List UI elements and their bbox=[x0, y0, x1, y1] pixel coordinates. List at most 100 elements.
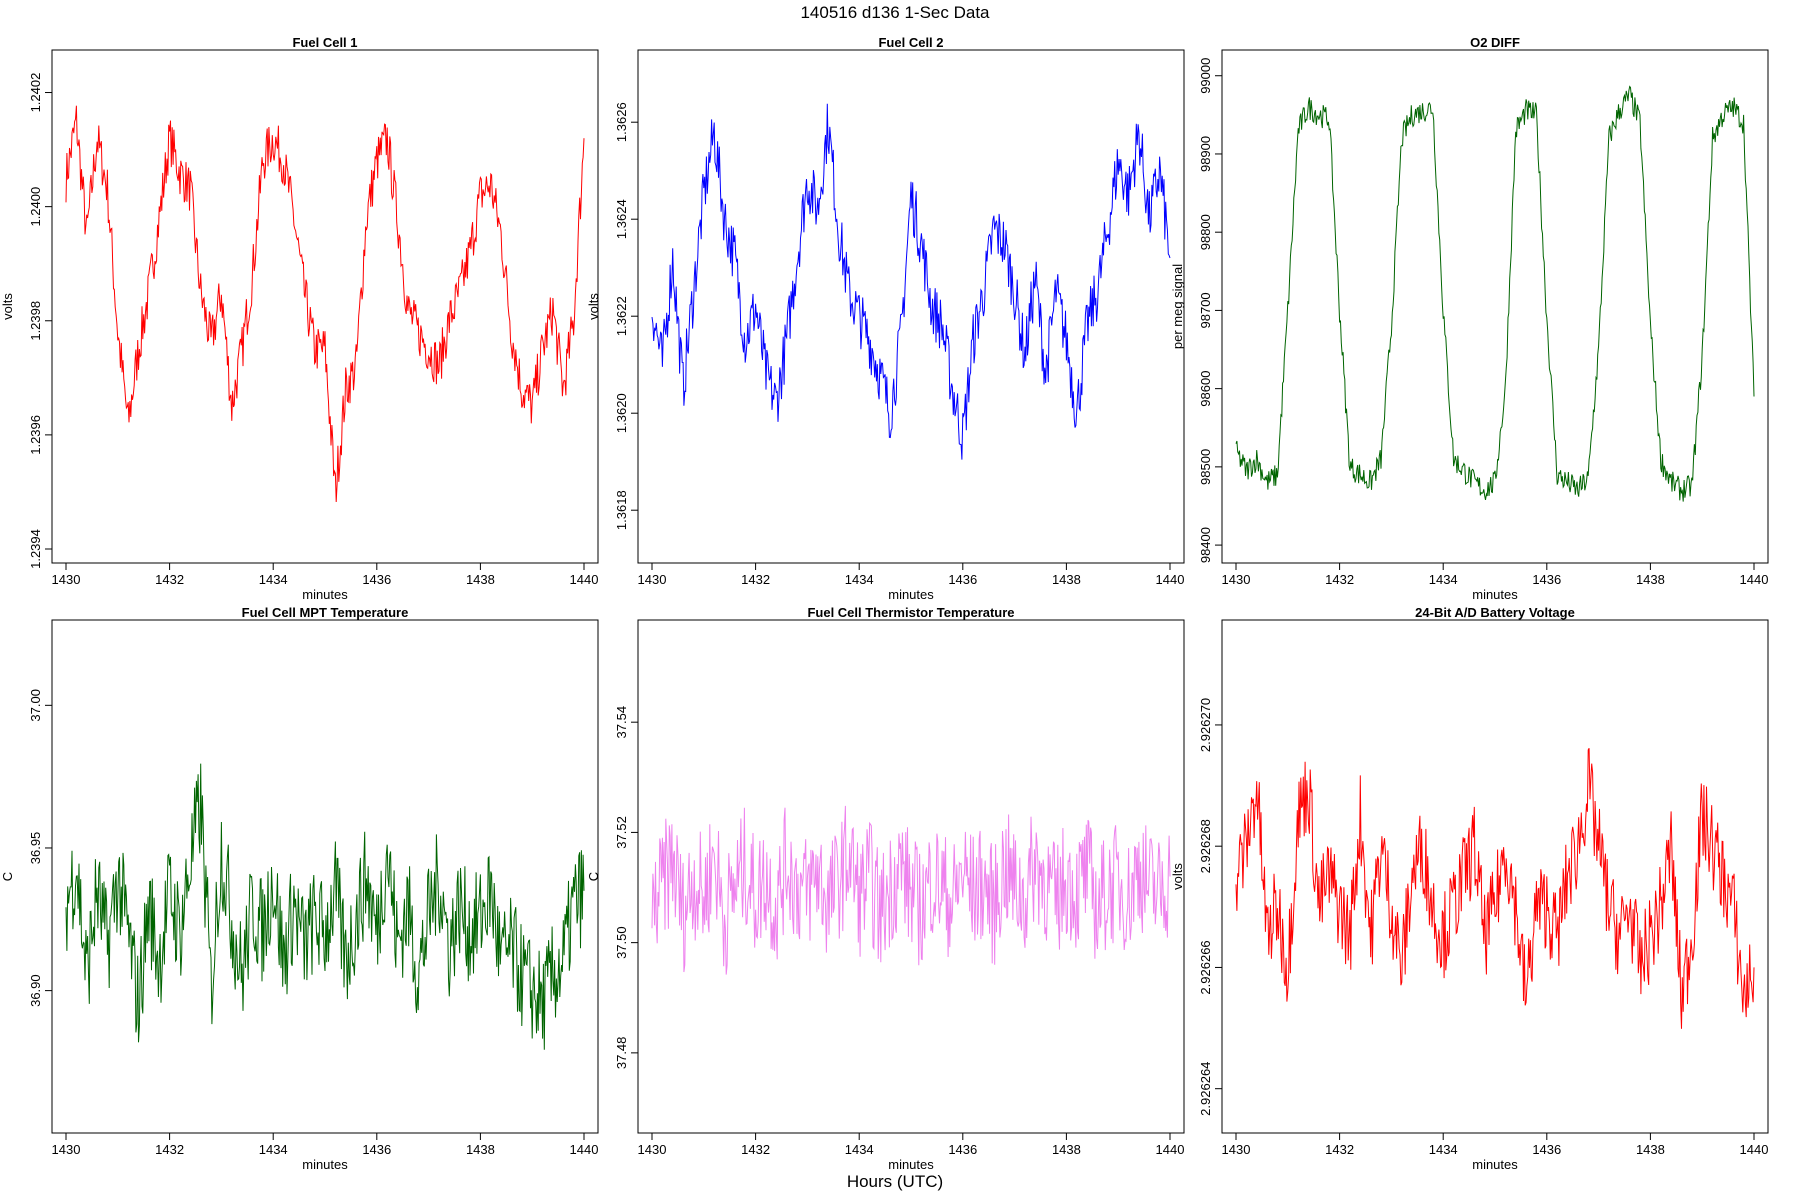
x-tick-label: 1438 bbox=[1052, 572, 1081, 587]
y-axis-label: C bbox=[586, 872, 601, 881]
x-tick-label: 1436 bbox=[1532, 572, 1561, 587]
y-tick-label: 98700 bbox=[1198, 292, 1213, 328]
x-tick-label: 1434 bbox=[259, 572, 288, 587]
x-tick-label: 1440 bbox=[1740, 1142, 1769, 1157]
x-tick-label: 1434 bbox=[1429, 1142, 1458, 1157]
y-tick-label: 36.90 bbox=[28, 974, 43, 1007]
plot-frame bbox=[1221, 619, 1769, 1134]
x-tick-label: 1434 bbox=[845, 572, 874, 587]
y-tick-label: 1.3624 bbox=[614, 199, 629, 239]
x-tick-label: 1432 bbox=[155, 1142, 184, 1157]
x-tick-label: 1432 bbox=[741, 1142, 770, 1157]
y-tick-label: 1.3618 bbox=[614, 490, 629, 530]
series-line bbox=[651, 103, 1171, 460]
y-tick-label: 1.2396 bbox=[28, 415, 43, 455]
plot-frame bbox=[51, 49, 599, 564]
series-line bbox=[65, 105, 585, 503]
x-axis-label: minutes bbox=[302, 587, 348, 602]
x-tick-label: 1436 bbox=[948, 1142, 977, 1157]
panels: Fuel Cell 1 minutes volts 1430 1432 1434 1436 1… bbox=[0, 35, 1769, 1172]
chart-title: Fuel Cell 2 bbox=[878, 35, 943, 50]
y-axis-label: per meg signal bbox=[1170, 264, 1185, 349]
y-tick-label: 1.3620 bbox=[614, 393, 629, 433]
y-tick-label: 2.926268 bbox=[1198, 819, 1213, 873]
chart-panel-3: O2 DIFF minutes per meg signal 1430 1432 1434… bbox=[1170, 35, 1769, 602]
series-line bbox=[1235, 85, 1755, 502]
y-tick-label: 99000 bbox=[1198, 58, 1213, 94]
x-tick-label: 1432 bbox=[1325, 572, 1354, 587]
x-tick-label: 1440 bbox=[1740, 572, 1769, 587]
chart-panel-4: Fuel Cell MPT Temperature minutes C 1430 143… bbox=[0, 605, 599, 1172]
y-tick-label: 98600 bbox=[1198, 371, 1213, 407]
y-tick-label: 1.2400 bbox=[28, 187, 43, 227]
x-tick-label: 1430 bbox=[1222, 572, 1251, 587]
y-axis-label: volts bbox=[0, 293, 15, 320]
y-tick-label: 1.3626 bbox=[614, 102, 629, 142]
x-tick-label: 1430 bbox=[638, 1142, 667, 1157]
x-tick-label: 1438 bbox=[1052, 1142, 1081, 1157]
y-axis-label: volts bbox=[1170, 863, 1185, 890]
y-tick-label: 98800 bbox=[1198, 214, 1213, 250]
x-tick-label: 1438 bbox=[1636, 572, 1665, 587]
plot-frame bbox=[637, 49, 1185, 564]
chart-title: Fuel Cell MPT Temperature bbox=[242, 605, 409, 620]
y-tick-label: 37.48 bbox=[614, 1037, 629, 1070]
x-tick-label: 1430 bbox=[638, 572, 667, 587]
y-tick-label: 98900 bbox=[1198, 136, 1213, 172]
y-tick-label: 2.926264 bbox=[1198, 1062, 1213, 1116]
x-tick-label: 1440 bbox=[1156, 572, 1185, 587]
x-tick-label: 1434 bbox=[845, 1142, 874, 1157]
x-tick-label: 1434 bbox=[1429, 572, 1458, 587]
x-axis-label: minutes bbox=[888, 587, 934, 602]
plot-frame bbox=[51, 619, 599, 1134]
series-line bbox=[1235, 747, 1755, 1029]
x-axis-label: minutes bbox=[1472, 587, 1518, 602]
x-tick-label: 1436 bbox=[948, 572, 977, 587]
chart-title: Fuel Cell Thermistor Temperature bbox=[807, 605, 1014, 620]
x-axis-label: minutes bbox=[1472, 1157, 1518, 1172]
y-axis-label: volts bbox=[586, 293, 601, 320]
chart-title: O2 DIFF bbox=[1470, 35, 1520, 50]
x-tick-label: 1430 bbox=[1222, 1142, 1251, 1157]
x-tick-label: 1438 bbox=[1636, 1142, 1665, 1157]
y-tick-label: 36.95 bbox=[28, 832, 43, 865]
x-tick-label: 1438 bbox=[466, 572, 495, 587]
chart-panel-5: Fuel Cell Thermistor Temperature minutes C… bbox=[586, 605, 1185, 1172]
y-tick-label: 1.2394 bbox=[28, 529, 43, 569]
x-tick-label: 1434 bbox=[259, 1142, 288, 1157]
y-tick-label: 1.2402 bbox=[28, 73, 43, 113]
y-tick-label: 1.2398 bbox=[28, 301, 43, 341]
chart-panel-2: Fuel Cell 2 minutes volts 1430 1432 1434 1436 1… bbox=[586, 35, 1185, 602]
chart-title: 24-Bit A/D Battery Voltage bbox=[1415, 605, 1575, 620]
x-tick-label: 1436 bbox=[362, 572, 391, 587]
series-line bbox=[651, 805, 1171, 975]
x-axis-label: minutes bbox=[888, 1157, 934, 1172]
figure-title: 140516 d136 1-Sec Data bbox=[800, 3, 990, 22]
x-tick-label: 1440 bbox=[1156, 1142, 1185, 1157]
x-tick-label: 1440 bbox=[570, 1142, 599, 1157]
x-tick-label: 1430 bbox=[52, 1142, 81, 1157]
series-line bbox=[65, 763, 585, 1050]
y-tick-label: 98500 bbox=[1198, 449, 1213, 485]
x-tick-label: 1440 bbox=[570, 572, 599, 587]
chart-panel-1: Fuel Cell 1 minutes volts 1430 1432 1434 1436 1… bbox=[0, 35, 599, 602]
y-tick-label: 37.52 bbox=[614, 816, 629, 849]
y-tick-label: 37.00 bbox=[28, 689, 43, 722]
y-tick-label: 37.54 bbox=[614, 706, 629, 739]
y-tick-label: 2.926266 bbox=[1198, 940, 1213, 994]
x-tick-label: 1438 bbox=[466, 1142, 495, 1157]
x-tick-label: 1432 bbox=[155, 572, 184, 587]
x-tick-label: 1430 bbox=[52, 572, 81, 587]
y-tick-label: 2.926270 bbox=[1198, 698, 1213, 752]
y-tick-label: 37.50 bbox=[614, 926, 629, 959]
figure-xlabel: Hours (UTC) bbox=[847, 1172, 943, 1191]
chart-title: Fuel Cell 1 bbox=[292, 35, 357, 50]
x-tick-label: 1432 bbox=[741, 572, 770, 587]
x-axis-label: minutes bbox=[302, 1157, 348, 1172]
x-tick-label: 1436 bbox=[1532, 1142, 1561, 1157]
y-tick-label: 1.3622 bbox=[614, 296, 629, 336]
y-tick-label: 98400 bbox=[1198, 527, 1213, 563]
chart-panel-6: 24-Bit A/D Battery Voltage minutes volts 14… bbox=[1170, 605, 1769, 1172]
y-axis-label: C bbox=[0, 872, 15, 881]
